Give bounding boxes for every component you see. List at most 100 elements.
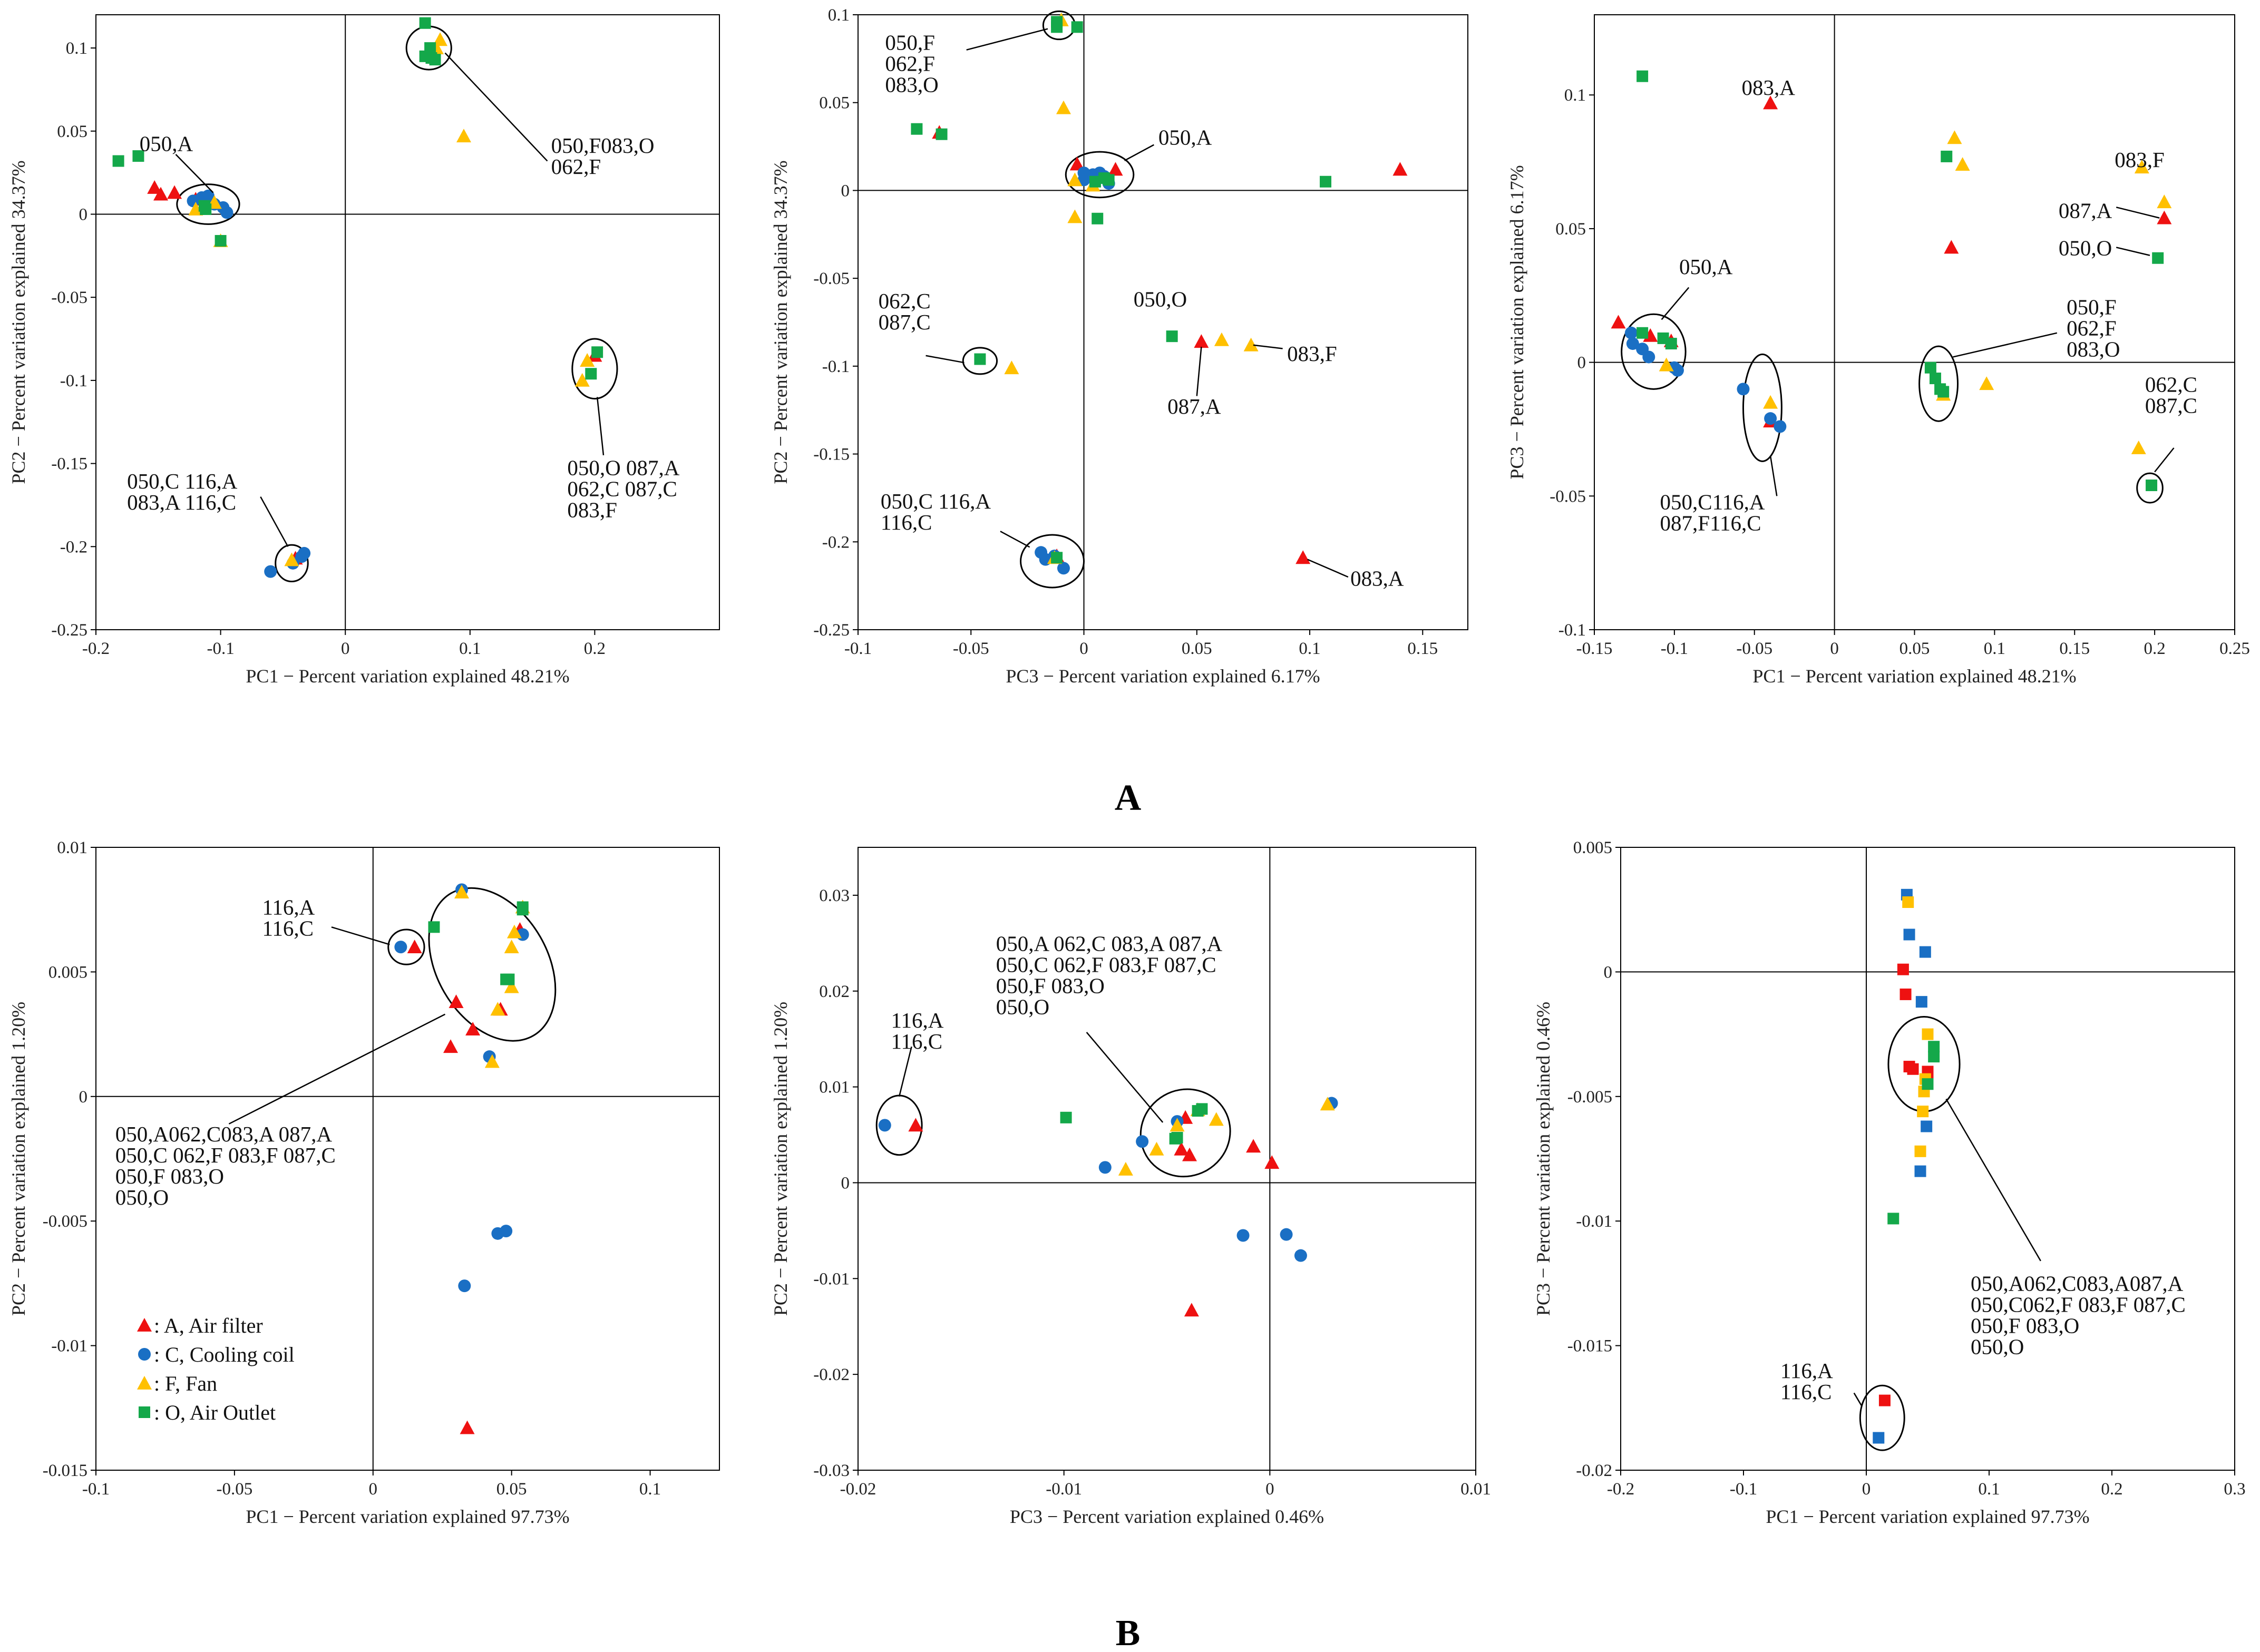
plot-frame (1620, 847, 2235, 1471)
series-O (911, 16, 1332, 564)
annotation-leader (1124, 144, 1154, 161)
data-point-C (878, 1119, 891, 1132)
legend-marker-A (137, 1318, 152, 1332)
x-tick-label: -0.2 (1607, 1480, 1634, 1499)
x-tick-label: 0.2 (584, 639, 606, 658)
legend-label: : A, Air filter (154, 1314, 263, 1337)
data-point-F (1214, 332, 1229, 346)
y-tick-label: -0.005 (43, 1212, 87, 1231)
cluster-ellipse (1020, 534, 1085, 589)
legend-marker-F (137, 1376, 152, 1390)
y-axis-label: PC2 − Percent variation explained 1.20% (8, 1002, 29, 1316)
data-point-F (574, 373, 590, 387)
data-point-O (1928, 1051, 1940, 1063)
data-point-A (1611, 315, 1626, 329)
data-point-A (1878, 1394, 1891, 1406)
data-point-C (1077, 173, 1090, 187)
data-point-C (1903, 928, 1915, 941)
annotation-label: 050,O (1134, 287, 1187, 311)
data-point-F (1763, 395, 1778, 409)
cluster-ellipse (1918, 345, 1959, 422)
data-point-O (112, 155, 124, 167)
data-point-F (1914, 1145, 1926, 1157)
annotation-leader (260, 496, 289, 547)
data-point-F (504, 979, 519, 993)
data-point-F (2131, 440, 2146, 454)
plot-frame (95, 847, 720, 1471)
annotation-label: 050,A062,C083,A087,A (1971, 1272, 2184, 1296)
data-point-C (1919, 946, 1931, 958)
data-point-O (591, 346, 603, 358)
y-tick-label: 0.005 (1573, 838, 1612, 857)
y-tick-label: -0.1 (822, 357, 850, 376)
cluster-ellipse (1065, 151, 1135, 199)
x-tick-label: -0.05 (1736, 639, 1772, 658)
annotation-label: 050,A (1679, 255, 1733, 279)
data-point-C (1671, 364, 1684, 377)
y-tick-label: 0 (79, 205, 88, 224)
annotation-leader (596, 397, 605, 455)
data-point-O (974, 353, 986, 365)
data-point-O (132, 150, 144, 162)
series-O (428, 901, 529, 985)
y-tick-label: 0.005 (48, 963, 87, 982)
legend-marker-C (138, 1348, 151, 1361)
data-point-O (1169, 1132, 1181, 1145)
data-point-C (1624, 326, 1638, 339)
data-point-O (1071, 21, 1083, 33)
data-point-F (188, 202, 203, 216)
data-point-F (506, 924, 522, 939)
annotation-label: 116,A (262, 895, 315, 920)
annotation-leader (228, 1013, 446, 1125)
y-tick-label: 0.01 (57, 838, 87, 857)
data-point-A (1182, 1147, 1197, 1161)
annotation-leader (1196, 347, 1202, 396)
y-tick-label: -0.005 (1567, 1088, 1612, 1107)
cluster-ellipse (176, 183, 240, 225)
data-point-A (1174, 1141, 1189, 1156)
annotation-label: 050,F (2067, 295, 2117, 319)
y-tick-label: -0.015 (1567, 1337, 1612, 1356)
cluster-ellipse (1139, 1088, 1231, 1178)
data-point-C (1764, 412, 1777, 425)
data-point-C (1098, 1161, 1112, 1174)
data-point-A (449, 994, 464, 1009)
annotation-label: 050,F 083,O (1971, 1314, 2079, 1338)
data-point-O (1051, 552, 1063, 564)
data-point-F (504, 940, 519, 954)
data-point-A (2157, 210, 2172, 224)
y-tick-label: 0.1 (1564, 86, 1586, 105)
chart-A1: -0.2 -0.1 0 0.1 0.2-0.25-0.2-0.15-0.1-0.0500… (8, 14, 720, 687)
annotation-label: 083,F (2115, 148, 2165, 172)
data-point-O (1089, 175, 1101, 188)
annotation-label: 050,F (885, 31, 935, 55)
data-point-O (1103, 174, 1115, 186)
data-point-C (500, 1225, 513, 1238)
x-tick-label: 0.2 (2101, 1480, 2122, 1499)
annotation-label: 062,C (2145, 372, 2197, 396)
x-tick-label: -0.1 (207, 639, 234, 658)
legend-label: : O, Air Outlet (154, 1401, 276, 1424)
data-point-A (460, 1420, 475, 1434)
series-O (112, 17, 603, 380)
annotation-leader (1086, 1032, 1164, 1123)
series-O (1060, 1103, 1208, 1145)
y-tick-label: -0.02 (813, 1365, 850, 1384)
annotation-leader (1769, 455, 1778, 496)
chart-A3: -0.15 -0.1 -0.05 0 0.05 0.1 0.15 0.2 0.25-0.1-0.… (1506, 14, 2250, 687)
x-tick-label: -0.01 (1046, 1480, 1082, 1499)
y-tick-label: -0.2 (60, 537, 87, 556)
data-point-A (1194, 334, 1209, 348)
cluster-ellipse (1621, 313, 1687, 390)
annotation-leader (1253, 344, 1283, 349)
data-point-O (1060, 1111, 1072, 1123)
series-O (1636, 70, 2164, 492)
chart-B1: -0.1 -0.05 0 0.05 0.1 -0.015 -0.01 -0.005 0 0.005… (8, 838, 720, 1527)
y-tick-label: -0.2 (822, 533, 850, 552)
data-point-C (1280, 1228, 1293, 1241)
series-O (1887, 1041, 1940, 1225)
data-point-O (1887, 1213, 1899, 1225)
annotation-label: 116,A (891, 1008, 944, 1032)
data-point-A (1897, 963, 1909, 975)
